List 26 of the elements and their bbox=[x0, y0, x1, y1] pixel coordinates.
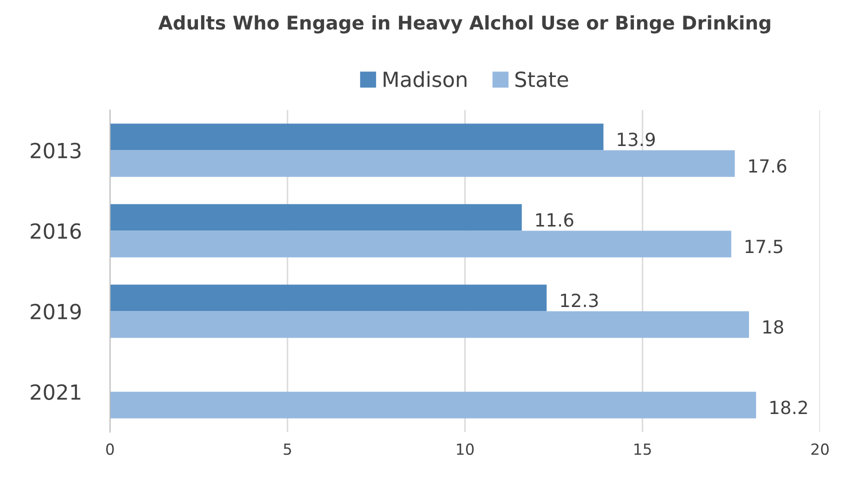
bar bbox=[110, 392, 756, 418]
data-label: 18.2 bbox=[770, 400, 807, 414]
x-tick-label: 15 bbox=[634, 444, 651, 455]
data-label: 12.3 bbox=[561, 294, 598, 308]
data-label: 11.6 bbox=[536, 213, 574, 227]
bar bbox=[110, 150, 735, 177]
bar bbox=[110, 284, 547, 312]
bar bbox=[110, 204, 522, 231]
bar bbox=[110, 311, 749, 338]
x-tick-label: 0 bbox=[106, 443, 114, 455]
bar bbox=[110, 124, 604, 150]
data-label: 18 bbox=[763, 320, 784, 334]
bar bbox=[110, 230, 732, 258]
y-tick-label: 2016 bbox=[30, 223, 81, 239]
y-tick-label: 2013 bbox=[30, 142, 81, 158]
x-tick-label: 5 bbox=[284, 444, 292, 455]
data-label: 13.9 bbox=[618, 132, 655, 146]
data-label: 17.5 bbox=[746, 240, 782, 254]
x-tick-label: 20 bbox=[811, 443, 829, 455]
y-tick-label: 2019 bbox=[30, 304, 81, 320]
data-label: 17.6 bbox=[749, 159, 786, 173]
x-tick-label: 10 bbox=[456, 443, 474, 455]
y-tick-label: 2021 bbox=[30, 384, 80, 400]
legend-label: State bbox=[515, 71, 568, 88]
legend-label: Madison bbox=[384, 71, 466, 88]
chart-title: Adults Who Engage in Heavy Alchol Use or Binge Drinking bbox=[158, 15, 770, 34]
